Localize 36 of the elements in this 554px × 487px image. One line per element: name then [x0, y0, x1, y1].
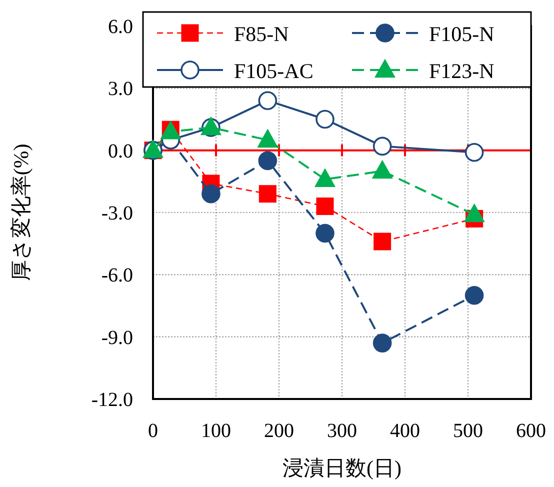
point — [372, 136, 392, 156]
y-tick-label: 3.0 — [108, 78, 133, 100]
point — [372, 334, 392, 352]
x-tick-label: 400 — [390, 420, 420, 442]
y-tick-label: 6.0 — [108, 16, 133, 38]
point — [258, 91, 278, 110]
x-tick-label: 100 — [201, 420, 231, 442]
point — [258, 185, 276, 203]
y-axis-title: 厚さ変化率(%) — [9, 144, 33, 282]
y-tick-label: -6.0 — [101, 264, 133, 287]
legend-label: F105-AC — [234, 59, 314, 83]
legend-label: F85-N — [234, 22, 289, 46]
x-tick-label: 300 — [327, 420, 357, 442]
point — [316, 110, 334, 129]
x-axis-title: 浸漬日数(日) — [282, 456, 402, 480]
x-tick-label: 600 — [516, 420, 546, 442]
x-tick-label: 500 — [453, 420, 483, 442]
point — [372, 160, 392, 179]
point — [258, 129, 278, 148]
point — [464, 204, 484, 222]
point — [316, 198, 334, 216]
x-tick-label: 200 — [264, 420, 294, 442]
point — [464, 286, 484, 305]
point — [464, 143, 484, 162]
legend-label: F105-N — [429, 22, 494, 46]
point — [314, 168, 336, 187]
y-tick-label: -3.0 — [101, 202, 133, 224]
y-tick-label: -9.0 — [101, 326, 133, 349]
x-tick-label: 0 — [148, 420, 158, 442]
point — [202, 184, 220, 204]
point — [374, 232, 392, 250]
point — [316, 224, 334, 243]
y-tick-label: -12.0 — [91, 389, 133, 411]
y-tick-label: 0.0 — [108, 140, 133, 162]
point — [258, 151, 278, 170]
legend-label: F123-N — [429, 59, 494, 83]
